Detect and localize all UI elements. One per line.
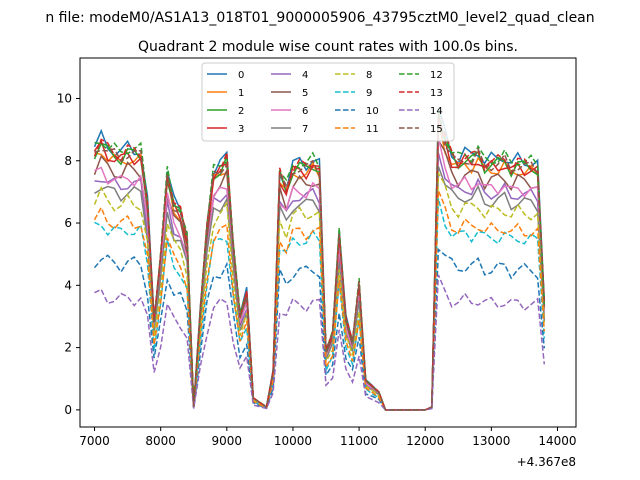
x-tick-label: 13000 bbox=[472, 434, 510, 448]
series-line-10 bbox=[93, 247, 546, 411]
x-tick-label: 14000 bbox=[538, 434, 576, 448]
axis-ticks: 7000 8000 9000 10000 11000 12000 13000 14000 0 2 4… bbox=[57, 91, 577, 448]
legend-label-2: 2 bbox=[238, 106, 244, 117]
series-line-14 bbox=[94, 274, 546, 411]
legend-label-14: 14 bbox=[430, 106, 443, 117]
y-tick-label: 4 bbox=[64, 278, 72, 292]
x-tick-label: 12000 bbox=[406, 434, 444, 448]
legend-label-4: 4 bbox=[302, 70, 308, 81]
axes-frame bbox=[79, 57, 577, 428]
series-line-7 bbox=[94, 166, 546, 411]
legend-label-8: 8 bbox=[366, 70, 372, 81]
legend-label-7: 7 bbox=[302, 124, 308, 135]
figure-suptitle: n file: modeM0/AS1A13_018T01_9000005906_… bbox=[45, 10, 594, 26]
legend-label-9: 9 bbox=[366, 88, 372, 99]
y-tick-label: 0 bbox=[64, 403, 72, 417]
chart-title: Quadrant 2 module wise count rates with … bbox=[138, 39, 518, 55]
legend-label-5: 5 bbox=[302, 88, 308, 99]
legend-label-11: 11 bbox=[366, 124, 379, 135]
series-line-12 bbox=[94, 108, 546, 411]
legend-label-6: 6 bbox=[302, 106, 308, 117]
x-tick-label: 9000 bbox=[212, 434, 243, 448]
legend-label-10: 10 bbox=[366, 106, 379, 117]
legend-label-13: 13 bbox=[430, 88, 443, 99]
series-line-11 bbox=[93, 190, 546, 411]
legend-label-3: 3 bbox=[238, 124, 244, 135]
series-line-15 bbox=[94, 119, 546, 411]
legend-label-0: 0 bbox=[238, 70, 244, 81]
legend-label-1: 1 bbox=[238, 88, 244, 99]
x-tick-label: 7000 bbox=[79, 434, 110, 448]
y-tick-label: 8 bbox=[64, 154, 72, 168]
y-tick-label: 6 bbox=[64, 216, 72, 230]
legend-label-15: 15 bbox=[430, 124, 443, 135]
y-tick-label: 10 bbox=[57, 91, 72, 105]
y-tick-label: 2 bbox=[64, 341, 72, 355]
x-tick-label: 10000 bbox=[274, 434, 312, 448]
x-offset-text: +4.367e8 bbox=[517, 455, 576, 469]
series-lines bbox=[93, 107, 546, 411]
legend-box bbox=[201, 62, 455, 142]
legend-label-12: 12 bbox=[430, 70, 443, 81]
x-tick-label: 8000 bbox=[145, 434, 176, 448]
x-tick-label: 11000 bbox=[340, 434, 378, 448]
